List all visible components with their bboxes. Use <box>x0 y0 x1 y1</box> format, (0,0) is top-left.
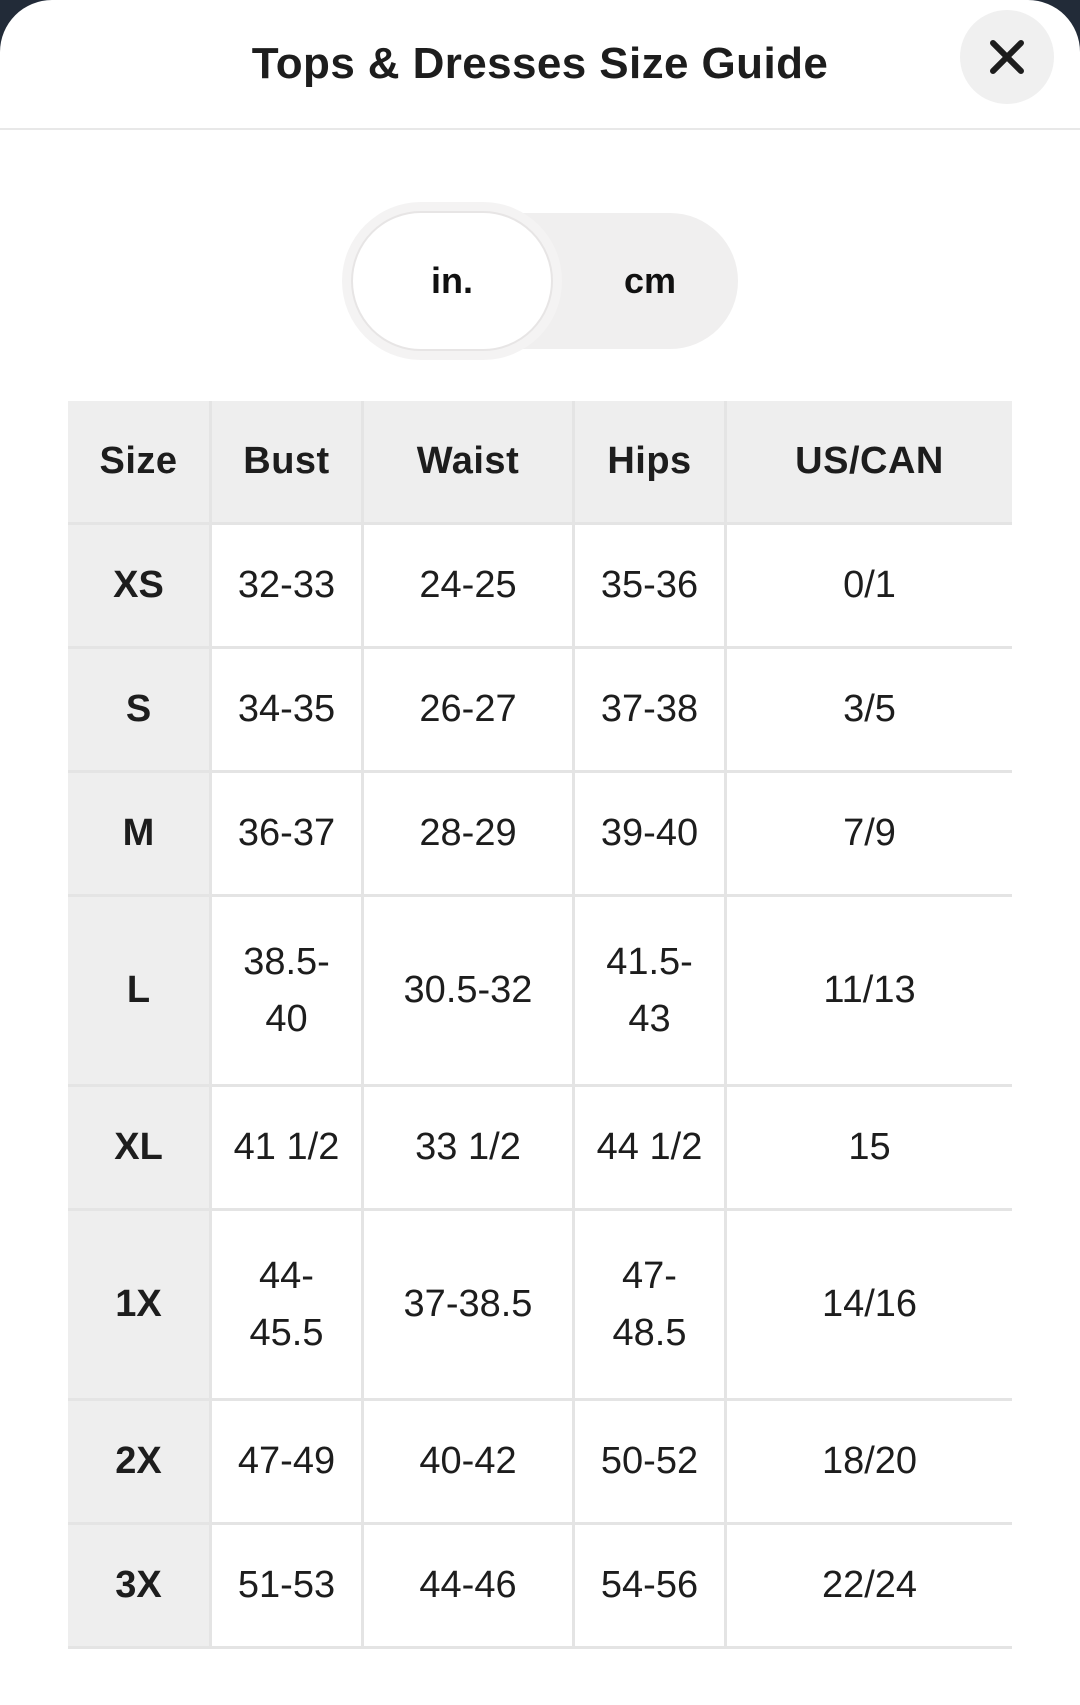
bust-value: 51-53 <box>212 1525 364 1649</box>
size-label: 3X <box>68 1525 212 1649</box>
toggle-option-cm[interactable]: cm <box>562 202 738 360</box>
uscan-value: 7/9 <box>727 773 1012 897</box>
table-row: XL 41 1/2 33 1/2 44 1/2 15 <box>68 1087 1012 1211</box>
waist-value: 44-46 <box>364 1525 575 1649</box>
hips-value: 50-52 <box>575 1401 727 1525</box>
bust-value: 41 1/2 <box>212 1087 364 1211</box>
table-row: M 36-37 28-29 39-40 7/9 <box>68 773 1012 897</box>
size-label: XL <box>68 1087 212 1211</box>
hips-value: 47- 48.5 <box>575 1211 727 1401</box>
header-hips: Hips <box>575 401 727 525</box>
table-row: L 38.5- 40 30.5-32 41.5- 43 11/13 <box>68 897 1012 1087</box>
hips-value: 41.5- 43 <box>575 897 727 1087</box>
uscan-value: 14/16 <box>727 1211 1012 1401</box>
uscan-value: 11/13 <box>727 897 1012 1087</box>
table-row: 3X 51-53 44-46 54-56 22/24 <box>68 1525 1012 1649</box>
unit-toggle[interactable]: cm in. <box>342 202 738 360</box>
waist-value: 30.5-32 <box>364 897 575 1087</box>
bust-value: 32-33 <box>212 525 364 649</box>
uscan-value: 22/24 <box>727 1525 1012 1649</box>
toggle-thumb[interactable]: in. <box>342 202 562 360</box>
header-uscan: US/CAN <box>727 401 1012 525</box>
waist-value: 24-25 <box>364 525 575 649</box>
close-button[interactable] <box>960 10 1054 104</box>
hips-value: 44 1/2 <box>575 1087 727 1211</box>
cm-label: cm <box>623 260 677 301</box>
size-label: 2X <box>68 1401 212 1525</box>
uscan-value: 18/20 <box>727 1401 1012 1525</box>
table-row: XS 32-33 24-25 35-36 0/1 <box>68 525 1012 649</box>
table-header-row: Size Bust Waist Hips US/CAN <box>68 401 1012 525</box>
waist-value: 26-27 <box>364 649 575 773</box>
header-bust: Bust <box>212 401 364 525</box>
size-label: M <box>68 773 212 897</box>
waist-value: 28-29 <box>364 773 575 897</box>
waist-value: 37-38.5 <box>364 1211 575 1401</box>
table-row: S 34-35 26-27 37-38 3/5 <box>68 649 1012 773</box>
hips-value: 39-40 <box>575 773 727 897</box>
close-icon <box>990 40 1024 74</box>
bust-value: 44- 45.5 <box>212 1211 364 1401</box>
bust-value: 34-35 <box>212 649 364 773</box>
header-size: Size <box>68 401 212 525</box>
uscan-value: 0/1 <box>727 525 1012 649</box>
waist-value: 33 1/2 <box>364 1087 575 1211</box>
bust-value: 47-49 <box>212 1401 364 1525</box>
toggle-option-in[interactable]: in. <box>351 211 553 351</box>
size-label: L <box>68 897 212 1087</box>
size-label: S <box>68 649 212 773</box>
page-title: Tops & Dresses Size Guide <box>251 39 829 88</box>
bust-value: 38.5- 40 <box>212 897 364 1087</box>
in-label: in. <box>431 260 473 301</box>
uscan-value: 3/5 <box>727 649 1012 773</box>
size-label: XS <box>68 525 212 649</box>
hips-value: 37-38 <box>575 649 727 773</box>
header-waist: Waist <box>364 401 575 525</box>
table-row: 2X 47-49 40-42 50-52 18/20 <box>68 1401 1012 1525</box>
uscan-value: 15 <box>727 1087 1012 1211</box>
modal-header: Tops & Dresses Size Guide <box>0 0 1080 130</box>
size-label: 1X <box>68 1211 212 1401</box>
hips-value: 54-56 <box>575 1525 727 1649</box>
waist-value: 40-42 <box>364 1401 575 1525</box>
size-table-container: Size Bust Waist Hips US/CAN XS 32-33 24-… <box>68 401 1080 1649</box>
size-table: Size Bust Waist Hips US/CAN XS 32-33 24-… <box>68 401 1012 1649</box>
table-row: 1X 44- 45.5 37-38.5 47- 48.5 14/16 <box>68 1211 1012 1401</box>
bust-value: 36-37 <box>212 773 364 897</box>
hips-value: 35-36 <box>575 525 727 649</box>
